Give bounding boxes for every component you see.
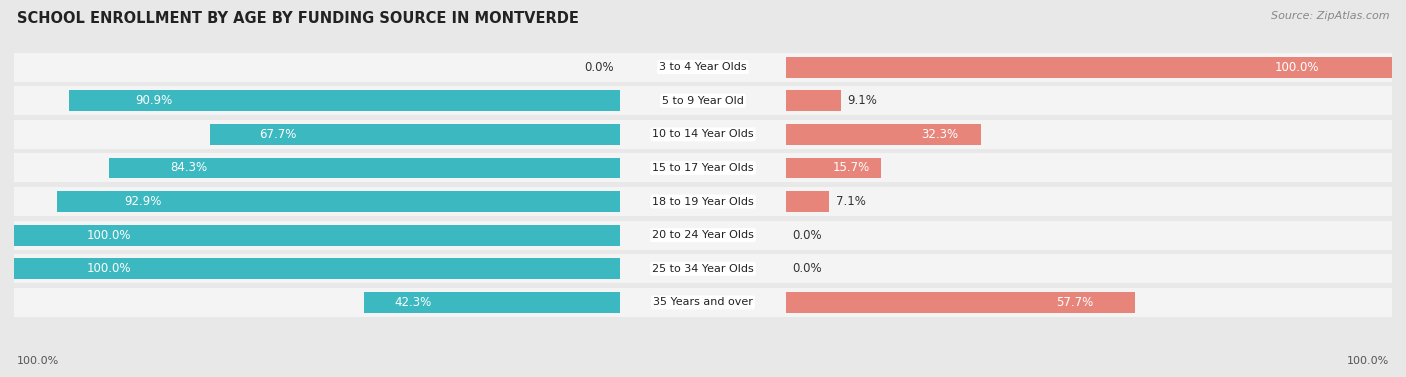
- Bar: [786, 191, 828, 212]
- Text: 15.7%: 15.7%: [832, 161, 869, 175]
- Bar: [14, 225, 620, 245]
- Bar: [14, 221, 1392, 250]
- Text: 7.1%: 7.1%: [835, 195, 866, 208]
- Bar: [14, 153, 1392, 182]
- Text: Source: ZipAtlas.com: Source: ZipAtlas.com: [1271, 11, 1389, 21]
- Text: 100.0%: 100.0%: [87, 262, 131, 275]
- Text: 9.1%: 9.1%: [848, 94, 877, 107]
- Bar: [209, 124, 620, 145]
- Text: 100.0%: 100.0%: [1275, 61, 1319, 74]
- Bar: [14, 53, 1392, 81]
- Bar: [14, 258, 620, 279]
- Text: 0.0%: 0.0%: [793, 262, 823, 275]
- Bar: [786, 124, 981, 145]
- Text: 67.7%: 67.7%: [259, 128, 297, 141]
- Text: 5 to 9 Year Old: 5 to 9 Year Old: [662, 96, 744, 106]
- Text: 92.9%: 92.9%: [125, 195, 162, 208]
- Text: 32.3%: 32.3%: [921, 128, 957, 141]
- Bar: [69, 90, 620, 111]
- Bar: [14, 254, 1392, 283]
- Bar: [786, 90, 841, 111]
- Bar: [58, 191, 620, 212]
- Bar: [786, 158, 880, 178]
- Text: 0.0%: 0.0%: [793, 228, 823, 242]
- Text: 3 to 4 Year Olds: 3 to 4 Year Olds: [659, 62, 747, 72]
- Text: 25 to 34 Year Olds: 25 to 34 Year Olds: [652, 264, 754, 274]
- Legend: Public School, Private School: Public School, Private School: [592, 374, 814, 377]
- Bar: [14, 187, 1392, 216]
- Text: 0.0%: 0.0%: [583, 61, 613, 74]
- Bar: [110, 158, 620, 178]
- Text: 35 Years and over: 35 Years and over: [652, 297, 754, 307]
- Text: 100.0%: 100.0%: [87, 228, 131, 242]
- Text: 100.0%: 100.0%: [1347, 356, 1389, 366]
- Text: 15 to 17 Year Olds: 15 to 17 Year Olds: [652, 163, 754, 173]
- Text: 84.3%: 84.3%: [170, 161, 208, 175]
- Text: 90.9%: 90.9%: [135, 94, 173, 107]
- Bar: [364, 292, 620, 313]
- Text: SCHOOL ENROLLMENT BY AGE BY FUNDING SOURCE IN MONTVERDE: SCHOOL ENROLLMENT BY AGE BY FUNDING SOUR…: [17, 11, 579, 26]
- Text: 57.7%: 57.7%: [1056, 296, 1094, 309]
- Text: 18 to 19 Year Olds: 18 to 19 Year Olds: [652, 196, 754, 207]
- Text: 100.0%: 100.0%: [17, 356, 59, 366]
- Text: 20 to 24 Year Olds: 20 to 24 Year Olds: [652, 230, 754, 240]
- Bar: [14, 86, 1392, 115]
- Bar: [14, 288, 1392, 317]
- Bar: [14, 120, 1392, 149]
- Bar: [786, 57, 1392, 78]
- Text: 42.3%: 42.3%: [395, 296, 432, 309]
- Text: 10 to 14 Year Olds: 10 to 14 Year Olds: [652, 129, 754, 139]
- Bar: [786, 292, 1136, 313]
